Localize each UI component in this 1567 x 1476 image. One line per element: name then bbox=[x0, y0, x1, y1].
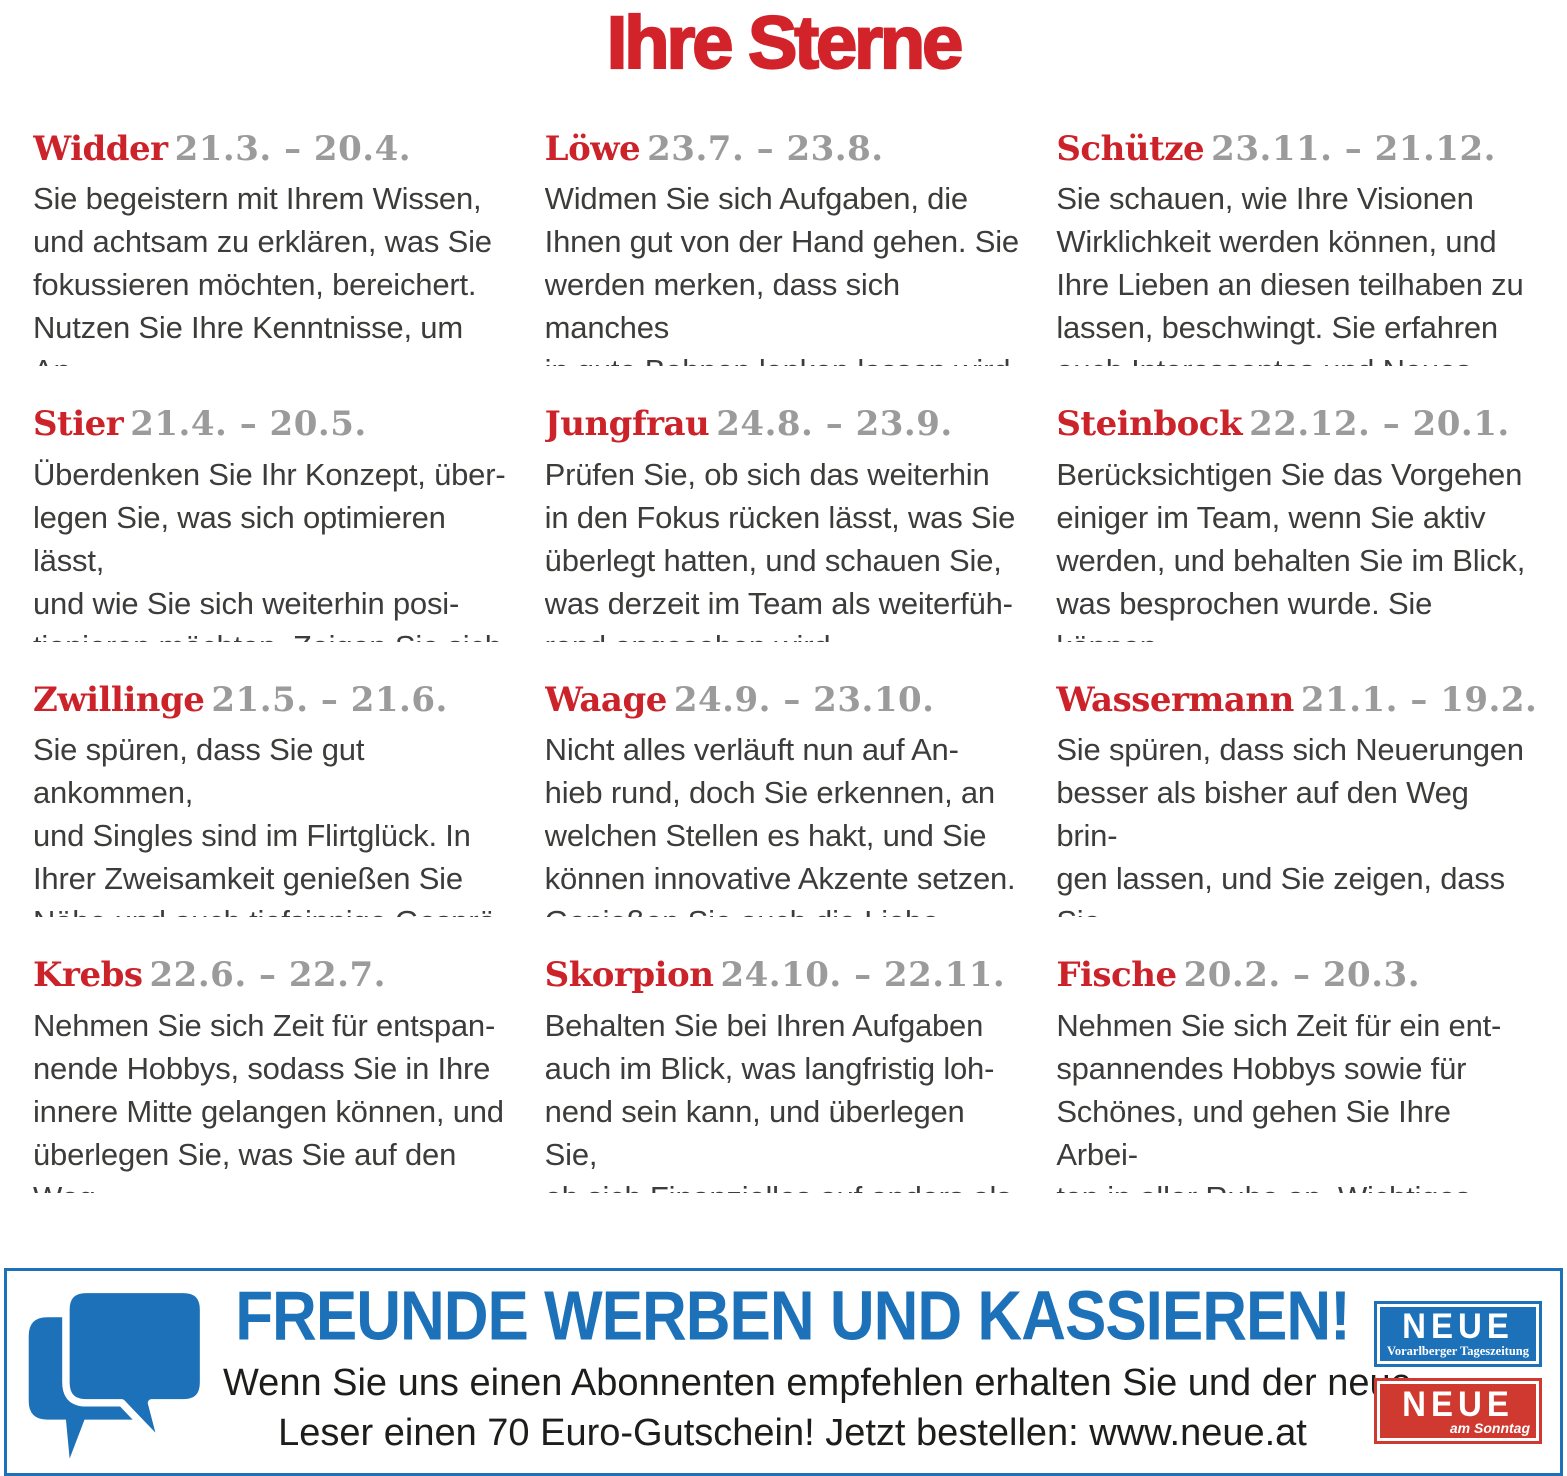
zodiac-heading: Zwillinge 21.5. – 21.6. bbox=[33, 682, 511, 719]
zodiac-entry-skorpion: Skorpion 24.10. – 22.11. Behalten Sie bei… bbox=[545, 957, 1023, 1193]
sign-dates: 21.1. – 19.2. bbox=[1300, 681, 1534, 720]
zodiac-entry-widder: Widder 21.3. – 20.4. Sie begeistern mit I… bbox=[33, 131, 511, 367]
zodiac-heading: Waage 24.9. – 23.10. bbox=[545, 682, 1023, 719]
zodiac-entry-stier: Stier 21.4. – 20.5. Überdenken Sie Ihr Ko… bbox=[33, 406, 511, 642]
sign-dates: 23.11. – 21.12. bbox=[1211, 130, 1496, 169]
neue-tageszeitung-logo-frame: NEUE Vorarlberger Tageszeitung bbox=[1377, 1303, 1539, 1364]
zodiac-text: Nicht alles verläuft nun auf An- hieb ru… bbox=[544, 732, 1016, 917]
sign-dates: 20.2. – 20.3. bbox=[1183, 957, 1421, 996]
zodiac-heading: Skorpion 24.10. – 22.11. bbox=[545, 957, 1023, 994]
zodiac-entry-steinbock: Steinbock 22.12. – 20.1. Berücksichtigen … bbox=[1056, 406, 1534, 642]
chat-bubbles-icon bbox=[28, 1285, 208, 1459]
sign-name: Zwillinge bbox=[33, 681, 205, 720]
zodiac-heading: Schütze 23.11. – 21.12. bbox=[1056, 131, 1534, 168]
zodiac-text: Widmen Sie sich Aufgaben, die Ihnen gut … bbox=[544, 181, 1019, 366]
page-title: Ihre Sterne bbox=[606, 0, 965, 85]
neue-logos: NEUE Vorarlberger Tageszeitung NEUE am S… bbox=[1374, 1300, 1542, 1444]
logo-tagline: am Sonntag bbox=[1449, 1419, 1530, 1436]
sign-dates: 21.4. – 20.5. bbox=[130, 406, 367, 445]
zodiac-entry-schuetze: Schütze 23.11. – 21.12. Sie schauen, wie … bbox=[1056, 131, 1534, 367]
sign-name: Löwe bbox=[544, 130, 641, 169]
zodiac-text: Berücksichtigen Sie das Vorgehen einiger… bbox=[1056, 456, 1526, 642]
neue-am-sonntag-logo-frame: NEUE am Sonntag bbox=[1377, 1380, 1539, 1441]
zodiac-heading: Widder 21.3. – 20.4. bbox=[33, 131, 511, 168]
promo-banner: FREUNDE WERBEN UND KASSIEREN! Wenn Sie u… bbox=[4, 1268, 1563, 1476]
zodiac-text: Nehmen Sie sich Zeit für entspan- nende … bbox=[33, 1007, 504, 1193]
zodiac-heading: Jungfrau 24.8. – 23.9. bbox=[545, 406, 1023, 443]
horoscope-grid: Widder 21.3. – 20.4. Sie begeistern mit I… bbox=[33, 131, 1534, 1193]
zodiac-entry-wassermann: Wassermann 21.1. – 19.2. Sie spüren, dass… bbox=[1056, 682, 1534, 918]
zodiac-text: Sie spüren, dass sich Neuerungen besser … bbox=[1056, 732, 1524, 917]
zodiac-entry-fische: Fische 20.2. – 20.3. Nehmen Sie sich Zeit… bbox=[1056, 957, 1534, 1193]
logo-tagline: Vorarlberger Tageszeitung bbox=[1386, 1344, 1529, 1359]
sign-name: Krebs bbox=[33, 957, 143, 996]
sign-dates: 24.9. – 23.10. bbox=[673, 681, 935, 720]
sign-name: Skorpion bbox=[544, 957, 714, 996]
zodiac-heading: Steinbock 22.12. – 20.1. bbox=[1056, 406, 1534, 443]
sign-dates: 22.6. – 22.7. bbox=[149, 957, 386, 996]
zodiac-heading: Stier 21.4. – 20.5. bbox=[33, 406, 511, 443]
sign-dates: 21.5. – 21.6. bbox=[211, 681, 448, 720]
sign-name: Stier bbox=[33, 406, 124, 445]
zodiac-text: Sie begeistern mit Ihrem Wissen, und ach… bbox=[33, 181, 492, 366]
zodiac-text: Sie spüren, dass Sie gut ankommen, und S… bbox=[33, 732, 506, 917]
banner-text-line-1: Wenn Sie uns einen Abonnenten empfehlen … bbox=[223, 1362, 1412, 1404]
zodiac-entry-waage: Waage 24.9. – 23.10. Nicht alles verläuft… bbox=[545, 682, 1023, 918]
zodiac-entry-zwillinge: Zwillinge 21.5. – 21.6. Sie spüren, dass … bbox=[33, 682, 511, 918]
sign-dates: 23.7. – 23.8. bbox=[647, 130, 884, 169]
banner-text-block: FREUNDE WERBEN UND KASSIEREN! Wenn Sie u… bbox=[223, 1282, 1412, 1458]
logo-wordmark: NEUE bbox=[1402, 1383, 1514, 1423]
banner-text-line-2: Leser einen 70 Euro-Gutschein! Jetzt bes… bbox=[278, 1412, 1307, 1454]
zodiac-text: Prüfen Sie, ob sich das weiterhin in den… bbox=[544, 456, 1016, 642]
logo-wordmark: NEUE bbox=[1402, 1305, 1514, 1346]
zodiac-entry-loewe: Löwe 23.7. – 23.8. Widmen Sie sich Aufgab… bbox=[545, 131, 1023, 367]
zodiac-entry-jungfrau: Jungfrau 24.8. – 23.9. Prüfen Sie, ob sic… bbox=[545, 406, 1023, 642]
sign-dates: 22.12. – 20.1. bbox=[1249, 406, 1510, 445]
sign-name: Wassermann bbox=[1056, 681, 1294, 720]
sign-name: Widder bbox=[33, 130, 168, 169]
zodiac-heading: Wassermann 21.1. – 19.2. bbox=[1056, 682, 1534, 719]
sign-name: Waage bbox=[544, 681, 668, 720]
sign-name: Steinbock bbox=[1056, 406, 1243, 445]
neue-tageszeitung-logo: NEUE Vorarlberger Tageszeitung bbox=[1374, 1300, 1542, 1367]
sign-name: Schütze bbox=[1056, 130, 1205, 169]
zodiac-heading: Fische 20.2. – 20.3. bbox=[1056, 957, 1534, 994]
zodiac-heading: Löwe 23.7. – 23.8. bbox=[545, 131, 1023, 168]
sign-dates: 24.8. – 23.9. bbox=[716, 406, 953, 445]
zodiac-entry-krebs: Krebs 22.6. – 22.7. Nehmen Sie sich Zeit … bbox=[33, 957, 511, 1193]
sign-dates: 24.10. – 22.11. bbox=[720, 957, 1006, 996]
banner-headline: FREUNDE WERBEN UND KASSIEREN! bbox=[235, 1277, 1351, 1356]
sign-dates: 21.3. – 20.4. bbox=[174, 130, 412, 169]
zodiac-text: Nehmen Sie sich Zeit für ein ent- spanne… bbox=[1056, 1007, 1502, 1193]
zodiac-text: Behalten Sie bei Ihren Aufgaben auch im … bbox=[544, 1007, 1012, 1193]
neue-am-sonntag-logo: NEUE am Sonntag bbox=[1374, 1377, 1542, 1444]
zodiac-text: Überdenken Sie Ihr Konzept, über- legen … bbox=[33, 456, 506, 642]
sign-name: Jungfrau bbox=[544, 406, 710, 445]
zodiac-heading: Krebs 22.6. – 22.7. bbox=[33, 957, 511, 994]
zodiac-text: Sie schauen, wie Ihre Visionen Wirklichk… bbox=[1056, 181, 1524, 366]
sign-name: Fische bbox=[1056, 957, 1177, 996]
